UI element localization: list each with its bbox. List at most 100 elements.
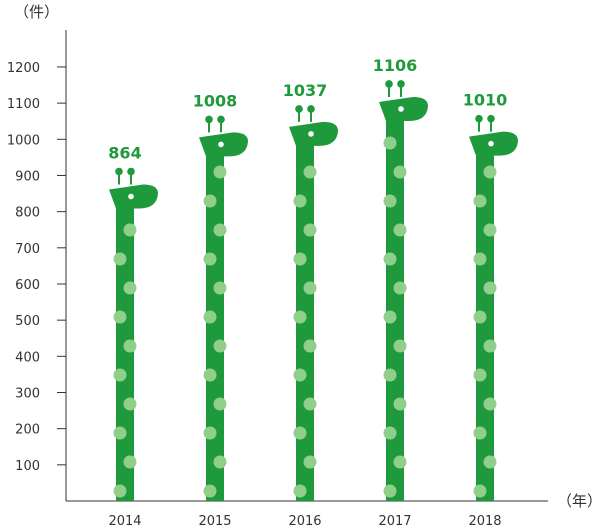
- bar: [386, 100, 404, 501]
- y-tick-label: 1200: [7, 61, 40, 76]
- spot: [383, 310, 397, 324]
- giraffe-bar: 1010: [463, 91, 518, 502]
- spot: [293, 310, 307, 324]
- spot: [473, 368, 487, 382]
- spot: [473, 484, 487, 498]
- spot: [483, 339, 497, 353]
- spot: [473, 310, 487, 324]
- bar-spots: [383, 136, 407, 498]
- spot: [113, 252, 127, 266]
- bar-spots: [203, 165, 227, 498]
- spot: [113, 426, 127, 440]
- y-tick-label: 900: [15, 169, 40, 184]
- spot: [303, 397, 317, 411]
- spot: [303, 281, 317, 295]
- spot: [203, 426, 217, 440]
- spot: [303, 455, 317, 469]
- spot: [383, 484, 397, 498]
- spot: [123, 223, 137, 237]
- spot: [203, 194, 217, 208]
- spot: [203, 368, 217, 382]
- y-axis-ticks: 100 200 300 400 500 600 700 800 900 1000 1100 1200: [7, 61, 66, 474]
- spot: [473, 252, 487, 266]
- giraffe-horn-tip: [217, 115, 225, 124]
- spot: [393, 455, 407, 469]
- spot: [393, 223, 407, 237]
- giraffe-horn-tip: [205, 115, 213, 124]
- data-label: 1037: [283, 81, 328, 100]
- spot: [213, 339, 227, 353]
- giraffe-eye: [128, 193, 134, 200]
- giraffe-horn-tip: [397, 80, 405, 88]
- giraffe-horn-tip: [385, 80, 393, 88]
- spot: [113, 310, 127, 324]
- giraffe-bar: 1106: [373, 56, 428, 501]
- spot: [393, 165, 407, 179]
- spot: [203, 484, 217, 498]
- spot: [383, 252, 397, 266]
- y-tick-label: 600: [15, 278, 40, 293]
- giraffe-horn-tip: [127, 167, 135, 176]
- giraffe-horn-tip: [487, 114, 495, 123]
- spot: [293, 426, 307, 440]
- data-label: 1008: [193, 91, 238, 110]
- x-tick-label: 2017: [378, 514, 411, 527]
- spot: [483, 223, 497, 237]
- spot: [123, 455, 137, 469]
- spot: [213, 223, 227, 237]
- y-tick-label: 200: [15, 423, 40, 438]
- spot: [303, 165, 317, 179]
- spot: [213, 397, 227, 411]
- spot: [483, 165, 497, 179]
- x-tick-label: 2016: [288, 514, 321, 527]
- spot: [383, 194, 397, 208]
- spot: [293, 368, 307, 382]
- giraffe-bar: 1037: [283, 81, 338, 501]
- y-tick-label: 100: [15, 459, 40, 474]
- x-axis-labels: 2014 2015 2016 2017 2018: [108, 514, 501, 527]
- spot: [203, 310, 217, 324]
- spot: [393, 339, 407, 353]
- giraffe-eye: [488, 140, 494, 147]
- spot: [473, 426, 487, 440]
- data-label: 1106: [373, 56, 418, 75]
- spot: [123, 339, 137, 353]
- y-tick-label: 300: [15, 386, 40, 401]
- y-tick-label: 500: [15, 314, 40, 329]
- spot: [123, 281, 137, 295]
- giraffe-horn-tip: [115, 167, 123, 176]
- y-tick-label: 800: [15, 206, 40, 221]
- spot: [113, 368, 127, 382]
- spot: [473, 194, 487, 208]
- spot: [483, 281, 497, 295]
- spot: [483, 397, 497, 411]
- giraffe-bars: 864 1008 1037 1106 1010: [108, 56, 518, 502]
- giraffe-horn-tip: [307, 105, 315, 113]
- spot: [293, 484, 307, 498]
- y-tick-label: 1000: [7, 133, 40, 148]
- spot: [293, 252, 307, 266]
- spot: [303, 339, 317, 353]
- spot: [383, 426, 397, 440]
- spot: [483, 455, 497, 469]
- bar-spots: [113, 223, 137, 498]
- giraffe-bar: 864: [108, 143, 158, 501]
- spot: [213, 165, 227, 179]
- giraffe-eye: [308, 131, 314, 137]
- spot: [383, 136, 397, 150]
- spot: [203, 252, 217, 266]
- spot: [213, 455, 227, 469]
- spot: [123, 397, 137, 411]
- data-label: 1010: [463, 91, 508, 110]
- x-tick-label: 2015: [198, 514, 231, 527]
- y-tick-label: 1100: [7, 97, 40, 112]
- giraffe-eye: [218, 141, 224, 148]
- bar-spots: [473, 165, 497, 498]
- giraffe-horn-tip: [295, 105, 303, 113]
- spot: [393, 397, 407, 411]
- y-tick-label: 700: [15, 242, 40, 257]
- y-tick-label: 400: [15, 350, 40, 365]
- spot: [113, 484, 127, 498]
- x-axis-unit: （年）: [557, 492, 595, 510]
